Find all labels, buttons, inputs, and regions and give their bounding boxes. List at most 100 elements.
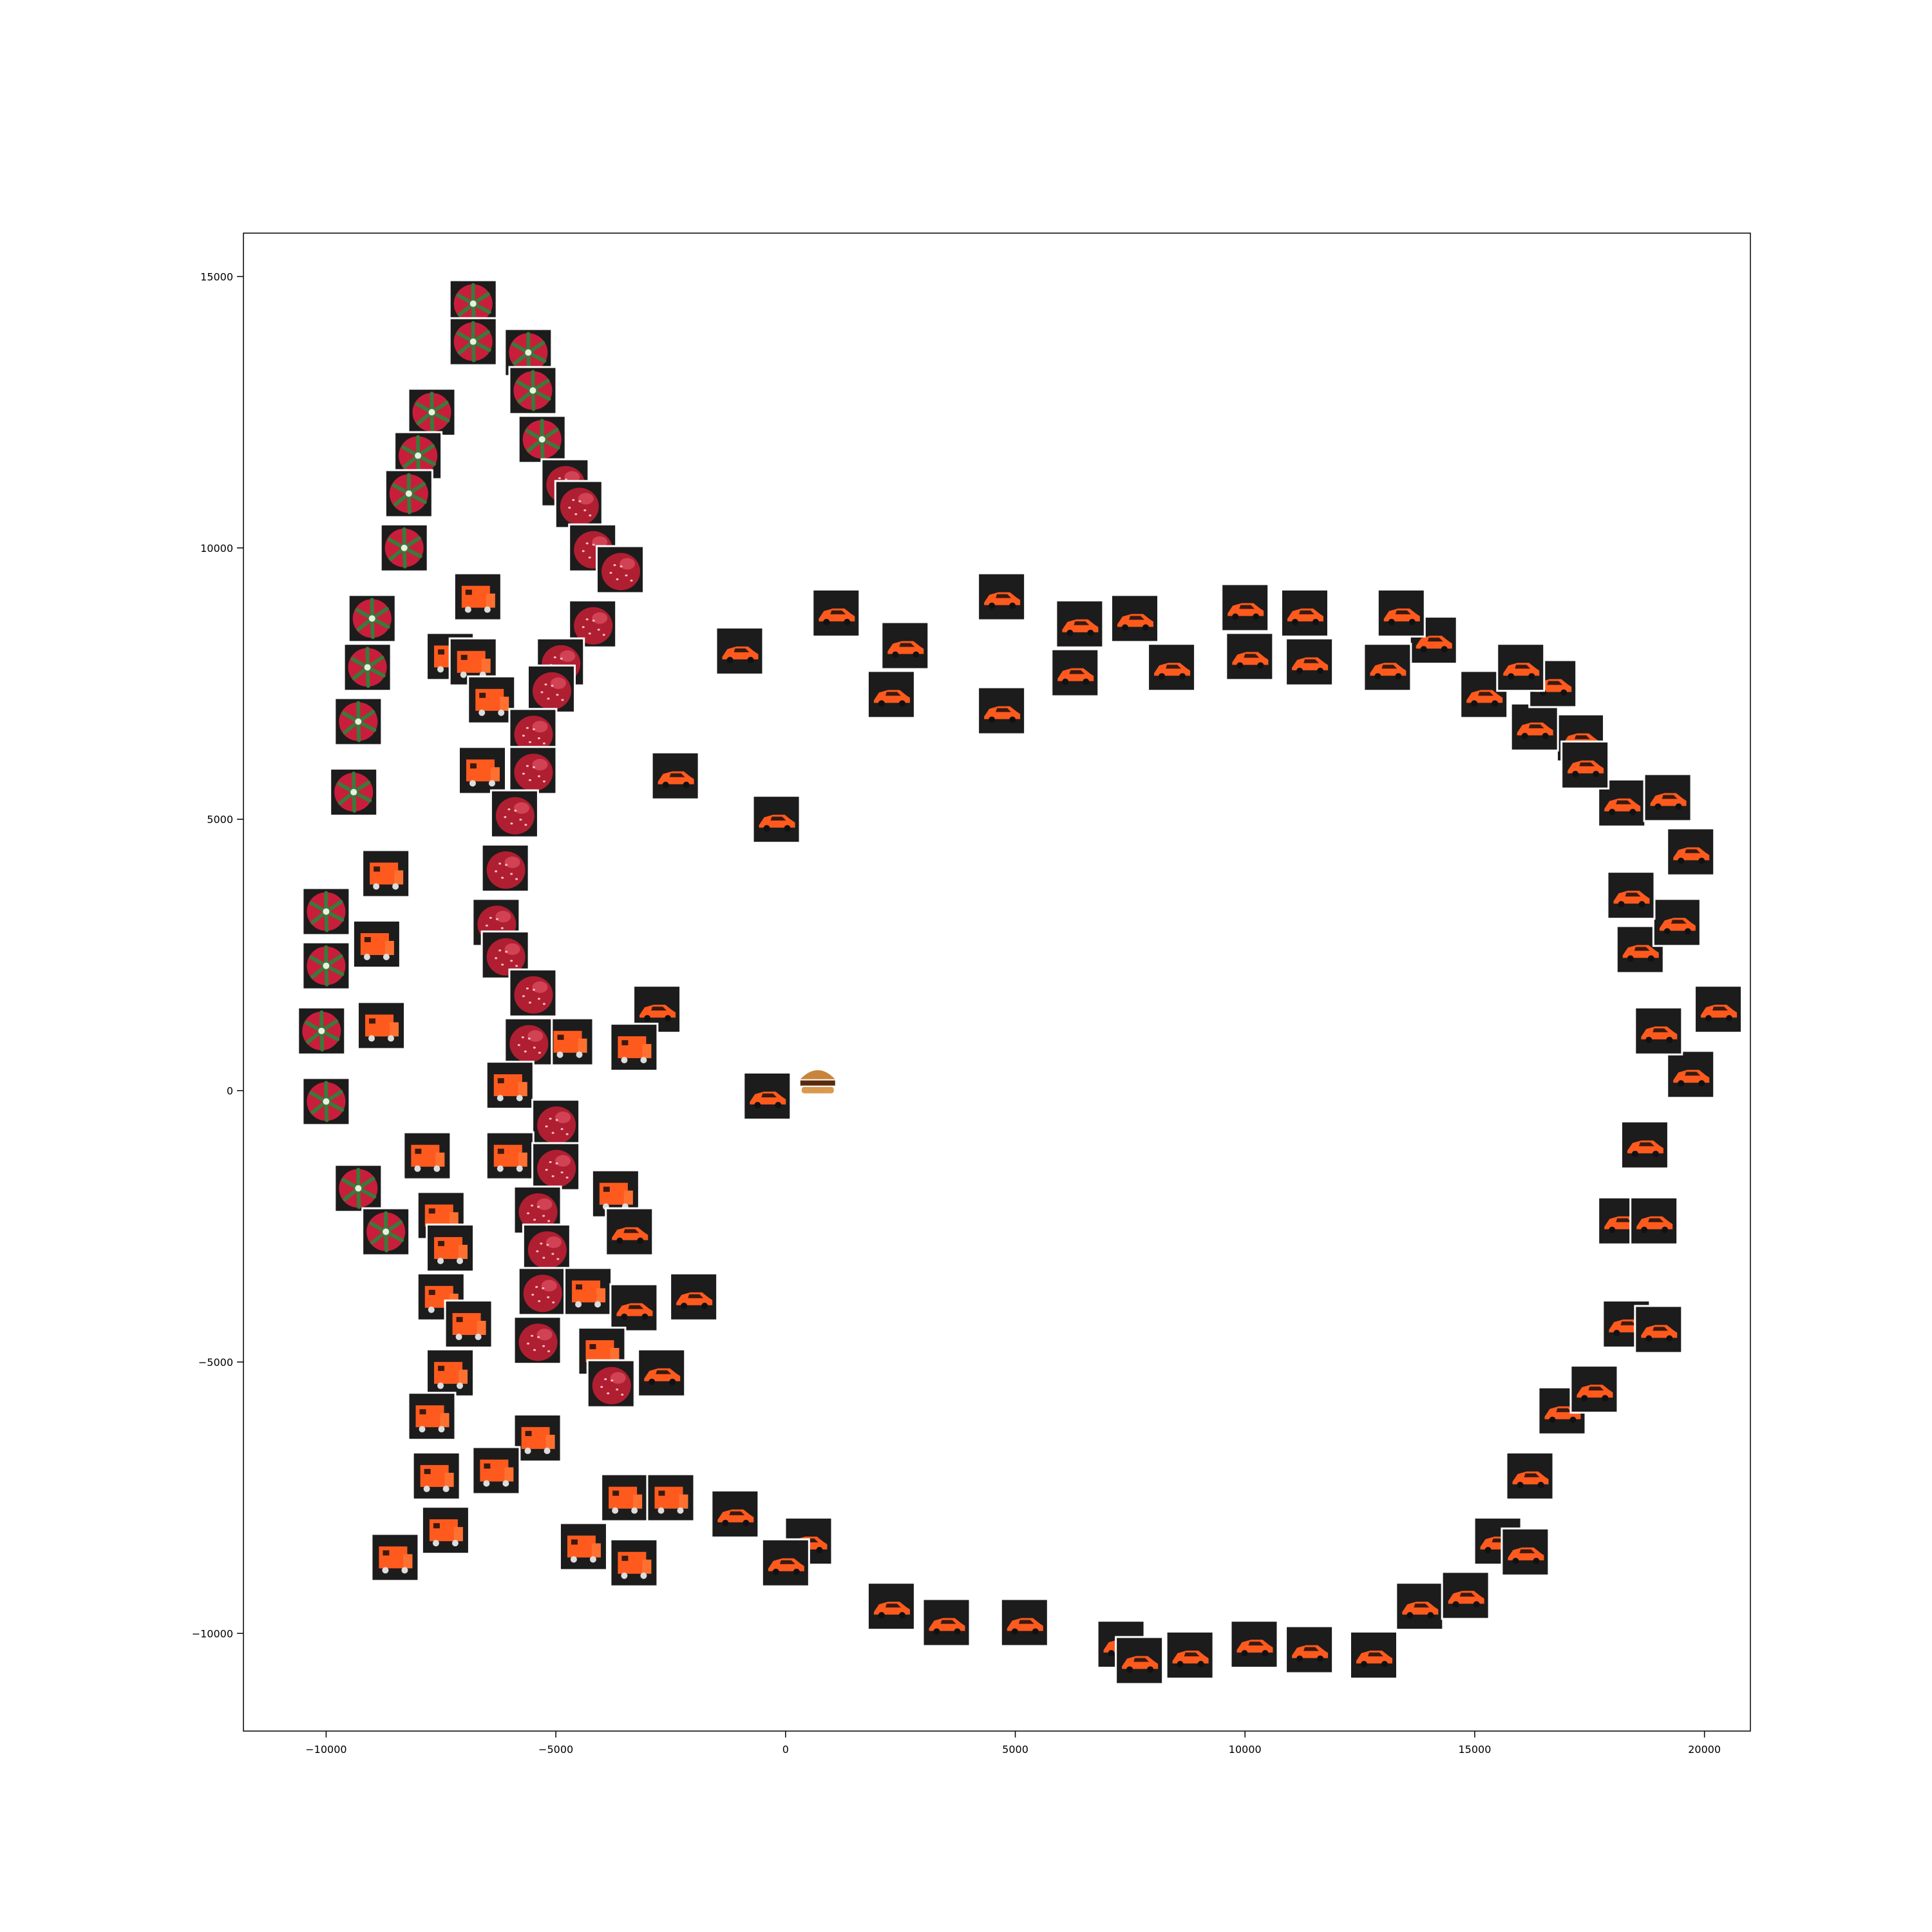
truck-cab — [545, 1434, 555, 1449]
orange-toy-car-thumbnail — [1459, 670, 1509, 719]
car-wheel — [784, 825, 791, 832]
car-window — [1648, 1218, 1664, 1222]
truck-cab — [449, 1212, 459, 1227]
orange-toy-car-thumbnail — [866, 670, 916, 719]
pepper-highlight — [538, 436, 545, 443]
orange-toy-car-thumbnail — [743, 1071, 792, 1121]
pepper-green-veins — [525, 419, 560, 460]
strawberry-highlight — [532, 759, 548, 771]
pepper-highlight — [355, 1185, 362, 1192]
car-body — [1701, 1005, 1738, 1018]
orange-toy-car-thumbnail — [1620, 1120, 1669, 1170]
green-red-vegetable-thumbnail — [334, 697, 383, 746]
truck-box — [429, 1519, 458, 1542]
orange-toy-car-thumbnail — [1285, 1625, 1334, 1674]
car-wheel — [1009, 716, 1016, 723]
truck-cab — [679, 1494, 688, 1509]
car-body — [1402, 1602, 1439, 1615]
pepper-highlight — [355, 718, 362, 725]
strawberry-body — [518, 1323, 558, 1361]
truck-wheel — [388, 1035, 395, 1042]
truck-wheel — [423, 1485, 430, 1492]
orange-toy-car-thumbnail — [977, 686, 1027, 735]
green-red-vegetable-thumbnail — [361, 1207, 411, 1256]
strawberry-seeds — [522, 987, 545, 1005]
car-body — [1292, 657, 1329, 670]
truck-wheel — [451, 1540, 459, 1547]
car-body — [1236, 1640, 1273, 1653]
orange-toy-car-thumbnail — [1505, 1451, 1555, 1501]
orange-toy-truck-thumbnail — [412, 1451, 461, 1501]
strawberry-body — [592, 1367, 631, 1405]
strawberry-body — [532, 672, 571, 710]
car-wheel — [1678, 1080, 1685, 1087]
car-body — [873, 690, 910, 703]
car-window — [1519, 1549, 1535, 1553]
car-body — [639, 1005, 676, 1018]
car-window — [1395, 610, 1411, 614]
orange-toy-car-thumbnail — [880, 621, 930, 670]
truck-cab — [394, 870, 404, 885]
car-window — [1248, 1642, 1264, 1646]
x-tick-label: −5000 — [538, 1743, 573, 1756]
truck-box — [461, 585, 490, 608]
truck-box — [599, 1182, 628, 1205]
x-tick-label: −10000 — [305, 1743, 346, 1756]
truck-window — [460, 654, 468, 660]
pepper-highlight — [364, 664, 371, 671]
truck-box — [480, 1459, 509, 1482]
strawberry-highlight — [555, 1112, 571, 1124]
car-body — [1604, 798, 1641, 811]
red-strawberry-thumbnail — [586, 1359, 636, 1408]
orange-toy-car-thumbnail — [1501, 1527, 1550, 1577]
car-body — [1641, 1325, 1678, 1338]
truck-cab — [459, 1244, 468, 1259]
truck-cab — [403, 1554, 413, 1569]
car-wheel — [1638, 901, 1645, 908]
car-body — [1232, 652, 1269, 665]
car-wheel — [1408, 618, 1416, 625]
car-wheel — [1126, 1666, 1133, 1673]
orange-toy-car-thumbnail — [1441, 1571, 1490, 1620]
car-wheel — [1291, 618, 1298, 625]
car-wheel — [989, 716, 996, 723]
truck-cab — [459, 1369, 468, 1384]
strawberry-body — [537, 1150, 576, 1188]
car-wheel — [1533, 1557, 1540, 1564]
car-window — [1685, 1072, 1701, 1076]
truck-box — [365, 1014, 394, 1037]
truck-wheel — [437, 1382, 444, 1389]
truck-window — [369, 1018, 376, 1024]
pepper-green-veins — [309, 945, 345, 987]
strawberry-body — [486, 851, 526, 889]
orange-toy-car-thumbnail — [922, 1598, 971, 1647]
truck-window — [415, 1148, 422, 1154]
orange-toy-car-thumbnail — [1395, 1582, 1444, 1631]
truck-cab — [384, 941, 394, 956]
truck-wheel — [612, 1507, 619, 1514]
truck-window — [374, 866, 381, 872]
car-window — [734, 648, 750, 652]
car-body — [1517, 722, 1553, 735]
car-body — [1466, 690, 1503, 703]
car-wheel — [933, 1628, 940, 1635]
strawberry-body — [509, 1025, 549, 1063]
car-wheel — [1654, 803, 1662, 810]
car-window — [940, 1620, 956, 1624]
car-window — [1303, 659, 1320, 663]
burger-patty — [800, 1080, 835, 1086]
car-wheel — [1087, 629, 1094, 636]
car-wheel — [681, 1302, 688, 1309]
strawberry-body — [601, 553, 640, 591]
truck-window — [621, 1040, 629, 1046]
truck-cab — [440, 1413, 450, 1428]
car-wheel — [1122, 624, 1129, 631]
strawberry-seeds — [504, 808, 527, 826]
red-strawberry-thumbnail — [508, 746, 558, 795]
truck-cab — [610, 1348, 620, 1363]
car-wheel — [1232, 613, 1239, 620]
truck-wheel — [631, 1507, 638, 1514]
car-wheel — [1537, 1481, 1544, 1488]
car-wheel — [662, 781, 669, 788]
